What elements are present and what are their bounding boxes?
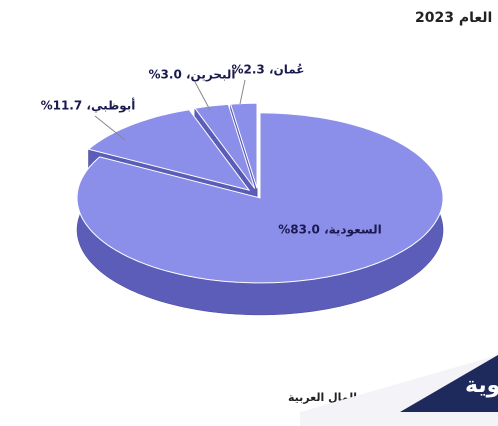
data-label: أبوظبي، 11.7% (41, 98, 136, 114)
leader-line (239, 79, 246, 105)
leader-line (94, 115, 126, 141)
data-label: البحرين، 3.0% (149, 68, 236, 82)
leader-line (194, 81, 211, 111)
logo-sub: BY LSEG (433, 404, 462, 412)
pie (76, 102, 444, 316)
slice (87, 109, 251, 191)
data-label: عُمان، 2.3% (231, 63, 304, 77)
labels: السعودية، 83.0% أبوظبي، 11.7% البحرين، 3.0… (41, 63, 382, 238)
data-label: السعودية، 83.0% (278, 223, 381, 238)
logo: زاوية (465, 373, 498, 398)
logo-shape (400, 355, 498, 412)
slice (76, 112, 444, 284)
slice (229, 102, 258, 189)
slice (193, 103, 256, 189)
chart-title: توزيع إصدارات الصكوك الجديدة بحسب البلد … (415, 10, 498, 26)
